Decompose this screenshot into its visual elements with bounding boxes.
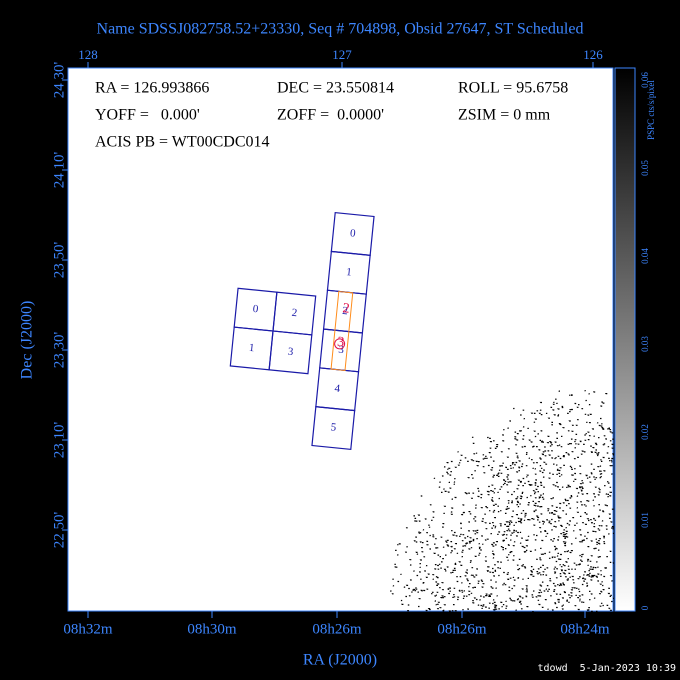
image-counts <box>390 390 615 613</box>
chip-label: 3 <box>338 344 345 357</box>
left-tick-label: 24 30' <box>51 61 67 98</box>
count-pixels <box>390 390 615 613</box>
y-axis-title: Dec (J2000) <box>19 301 36 380</box>
chip-label: 3 <box>287 346 294 359</box>
overlay: 2 3 <box>330 290 354 372</box>
acis-i-array: 0 2 1 3 <box>229 287 317 375</box>
footer: tdowd 5-Jan-2023 10:39 <box>538 663 676 674</box>
chip-label: 4 <box>334 383 341 396</box>
chip-label: 0 <box>349 227 356 240</box>
bottom-tick-label: 08h24m <box>560 621 610 637</box>
chip <box>311 406 356 451</box>
chip-label: 5 <box>330 421 337 434</box>
overlay-label: 3 <box>337 335 345 351</box>
info-zoff: ZOFF = 0.0000' <box>277 107 384 124</box>
colorbar-label: 0.03 <box>640 336 650 352</box>
info-acis: ACIS PB = WT00CDC014 <box>95 134 270 151</box>
chip-label: 0 <box>252 303 259 316</box>
top-tick-label: 127 <box>332 47 352 62</box>
chip <box>268 330 313 375</box>
chip-label: 2 <box>291 307 298 319</box>
info-ra: RA = 126.993866 <box>95 80 209 97</box>
info-zsim: ZSIM = 0 mm <box>458 107 551 124</box>
overlay-label: 2 <box>342 301 350 317</box>
left-tick-label: 22 50' <box>51 511 67 548</box>
chip-label: 2 <box>342 305 349 317</box>
chip-label: 1 <box>248 342 255 354</box>
plot-frame <box>67 67 614 612</box>
colorbar-label: 0.05 <box>640 160 650 176</box>
target-marker <box>334 338 346 350</box>
left-tick-label: 23 50' <box>51 241 67 278</box>
info-roll: ROLL = 95.6758 <box>458 80 568 97</box>
left-tick-label: 23 30' <box>51 331 67 368</box>
chip-label: 1 <box>346 266 353 278</box>
colorbar-title: PSPC cts/s/pixel <box>646 80 656 140</box>
colorbar-label: 0.06 <box>640 72 650 88</box>
colorbar <box>614 67 636 612</box>
x-axis-title: RA (J2000) <box>303 652 377 669</box>
info-dec: DEC = 23.550814 <box>277 80 394 97</box>
top-tick-label: 126 <box>583 47 603 62</box>
colorbar-label: 0.04 <box>640 248 650 264</box>
colorbar-label: 0.01 <box>640 512 650 528</box>
bottom-tick-label: 08h32m <box>63 621 113 637</box>
bottom-tick-label: 08h26m <box>312 621 362 637</box>
acis-s-array: 0 1 2 3 4 5 <box>311 211 375 451</box>
left-tick-label: 23 10' <box>51 421 67 458</box>
bottom-tick-label: 08h30m <box>187 621 237 637</box>
pointing-box <box>330 290 354 372</box>
info-yoff: YOFF = 0.000' <box>95 107 200 124</box>
title: Name SDSSJ082758.52+23330, Seq # 704898,… <box>97 21 584 38</box>
colorbar-label: 0.02 <box>640 424 650 440</box>
colorbar-label: 0 <box>640 605 650 610</box>
left-tick-label: 24 10' <box>51 151 67 188</box>
top-tick-label: 128 <box>78 47 98 62</box>
bottom-tick-label: 08h26m <box>437 621 487 637</box>
